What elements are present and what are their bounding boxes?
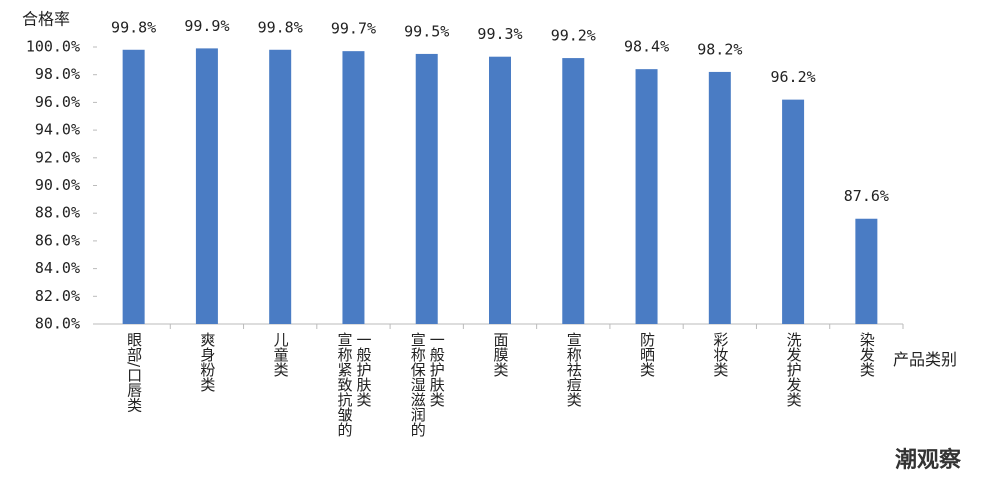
value-label: 99.8% — [111, 18, 156, 36]
bar — [562, 58, 585, 325]
x-tick-label: 染发类 — [857, 332, 876, 377]
x-axis-label: 产品类别 — [893, 350, 958, 369]
x-tick-label: 防晒类 — [638, 332, 657, 377]
x-tick-label: 儿童类 — [271, 332, 290, 377]
x-tick-label: 宣称保湿滋润的一般护肤类 — [408, 332, 446, 437]
x-tick-label: 宣称紧致抗皱的一般护肤类 — [335, 332, 373, 437]
value-label: 99.2% — [551, 27, 596, 45]
bar — [342, 51, 365, 324]
value-label: 98.4% — [624, 38, 669, 56]
bar — [782, 99, 805, 324]
value-label: 99.8% — [258, 18, 303, 36]
value-label: 99.5% — [404, 22, 449, 40]
bar — [708, 71, 731, 325]
y-axis-label: 合格率 — [22, 10, 70, 29]
bar — [269, 49, 292, 325]
x-tick-label: 面膜类 — [491, 332, 510, 377]
y-tick-label: 82.0% — [35, 287, 80, 305]
bar — [195, 48, 218, 324]
x-tick-label: 眼部/口唇类 — [125, 332, 144, 413]
value-label: 87.6% — [844, 187, 889, 205]
value-label: 99.9% — [184, 17, 229, 35]
y-tick-label: 80.0% — [35, 315, 80, 333]
x-tick-label: 宣称祛痘类 — [564, 332, 583, 407]
x-tick-label: 洗发护发类 — [784, 332, 803, 407]
x-tick-label: 彩妆类 — [711, 332, 730, 377]
value-label: 99.7% — [331, 20, 376, 38]
y-tick-label: 84.0% — [35, 259, 80, 277]
y-tick-label: 100.0% — [26, 38, 80, 56]
bar — [635, 69, 658, 324]
value-label: 99.3% — [477, 25, 522, 43]
y-tick-label: 88.0% — [35, 204, 80, 222]
x-tick-label: 爽身粉类 — [198, 332, 217, 392]
watermark: 潮观察 — [895, 448, 962, 473]
bar — [415, 53, 438, 325]
y-tick-label: 90.0% — [35, 176, 80, 194]
bar — [855, 218, 878, 324]
y-tick-label: 96.0% — [35, 93, 80, 111]
bar — [489, 56, 511, 324]
y-tick-label: 98.0% — [35, 65, 80, 83]
bar — [122, 49, 145, 325]
value-label: 96.2% — [771, 68, 816, 86]
value-label: 98.2% — [697, 40, 742, 58]
y-tick-label: 92.0% — [35, 148, 80, 166]
y-tick-label: 86.0% — [35, 231, 80, 249]
y-tick-label: 94.0% — [35, 121, 80, 139]
